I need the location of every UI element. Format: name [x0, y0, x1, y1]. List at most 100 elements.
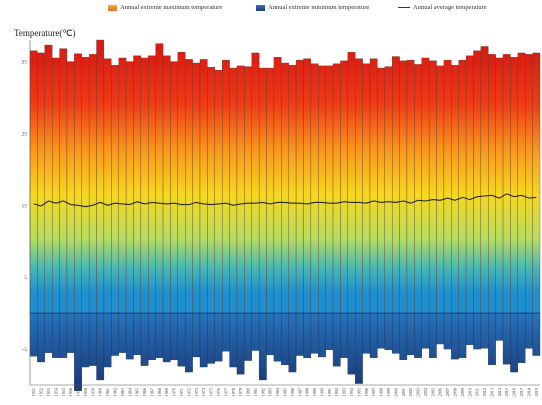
y-tick-label: 35 [22, 60, 28, 66]
min-temperature-bars [29, 312, 541, 391]
x-tick-label: 1986 [290, 388, 295, 396]
max-temp-bar [118, 57, 127, 314]
max-temp-bar [421, 57, 430, 314]
min-temp-bar [51, 312, 60, 358]
min-temp-bar [281, 312, 289, 366]
min-temp-bar [59, 312, 68, 358]
x-tick-label: 1979 [238, 388, 243, 396]
x-tick-label: 2004 [423, 387, 428, 396]
max-temp-bar [391, 56, 400, 314]
min-temp-bar [465, 312, 474, 345]
min-temp-bar [251, 312, 260, 351]
max-temp-bar [258, 67, 267, 314]
min-temp-bar [244, 312, 252, 361]
max-temp-bar [318, 65, 326, 314]
x-tick-label: 2009 [460, 388, 465, 396]
x-tick-label: 1985 [283, 388, 288, 396]
y-tick-label: 25 [22, 131, 28, 137]
min-temp-bar [473, 312, 482, 350]
max-temp-bar [88, 54, 97, 314]
max-temp-bar [148, 55, 156, 314]
x-tick-label: 1991 [327, 388, 332, 396]
x-tick-label: 2001 [401, 388, 406, 396]
y-axis-title: Temperature(℃) [14, 28, 76, 38]
x-tick-label: 1958 [83, 388, 88, 396]
max-temp-bar [369, 58, 378, 314]
x-tick-label: 1952 [39, 388, 44, 396]
min-temp-bar [199, 312, 208, 368]
min-temp-bar [399, 312, 408, 361]
max-temp-bar [66, 61, 75, 314]
x-tick-label: 1954 [53, 387, 58, 396]
max-temp-bar [81, 57, 90, 314]
max-temp-bar [495, 57, 504, 314]
max-temp-bar [473, 50, 482, 314]
max-temp-bar [436, 65, 445, 314]
min-temp-bar [177, 312, 186, 367]
x-tick-label: 2008 [453, 388, 458, 396]
x-tick-label: 2005 [430, 388, 435, 396]
x-tick-label: 1972 [186, 388, 191, 396]
x-tick-label: 2007 [445, 388, 450, 396]
x-tick-label: 1961 [105, 388, 110, 396]
min-temp-bar [362, 312, 371, 354]
max-temp-bar [185, 59, 193, 314]
x-tick-label: 2000 [393, 388, 398, 396]
x-tick-label: 1975 [209, 388, 214, 396]
max-temp-bar [465, 55, 474, 314]
max-temp-bar [29, 50, 38, 314]
x-tick-label: 1988 [305, 388, 310, 396]
legend-swatch-max [108, 4, 117, 11]
x-tick-label: 1955 [61, 388, 66, 396]
min-temp-bar [111, 312, 119, 356]
x-tick-label: 1978 [231, 388, 236, 396]
x-tick-label: 2017 [519, 388, 524, 396]
x-tick-label: 2018 [526, 388, 531, 396]
max-temp-bar [525, 54, 533, 314]
max-temp-bar [162, 55, 171, 314]
x-tick-label: 1965 [135, 388, 140, 396]
min-temp-bar [502, 312, 511, 365]
min-temp-bar [266, 312, 275, 355]
max-temp-bar [96, 39, 105, 314]
min-temp-bar [88, 312, 97, 366]
min-temp-bar [207, 312, 215, 364]
max-temp-bar [295, 59, 304, 314]
max-temp-bar [488, 54, 496, 314]
x-tick-label: 1981 [253, 388, 258, 396]
x-tick-label: 1996 [364, 388, 369, 396]
max-temp-bar [236, 65, 245, 314]
max-temp-bar [244, 66, 252, 314]
x-tick-label: 1959 [90, 388, 95, 396]
min-temp-bar [369, 312, 378, 358]
min-temp-bar [125, 312, 134, 360]
min-temp-bar [525, 312, 533, 349]
x-tick-label: 1990 [319, 388, 324, 396]
x-tick-label: 2002 [408, 388, 413, 396]
max-temp-bar [355, 58, 363, 314]
max-temp-bar [155, 43, 164, 314]
x-tick-label: 2014 [497, 387, 502, 396]
min-temp-bar [406, 312, 415, 355]
x-tick-label: 1989 [312, 388, 317, 396]
min-temp-bar [273, 312, 282, 362]
max-temp-bar [281, 62, 289, 314]
min-temp-bar [377, 312, 385, 349]
max-temp-bar [273, 57, 282, 314]
legend-item-max: Annual extreme maximum temperature [108, 4, 222, 11]
x-tick-label: 1962 [113, 388, 118, 396]
min-temp-bar [391, 312, 400, 354]
x-tick-label: 1971 [179, 388, 184, 396]
x-tick-label: 1951 [31, 388, 36, 396]
max-temp-bar [221, 59, 230, 314]
min-temp-bar [221, 312, 230, 352]
x-tick-label: 2006 [438, 388, 443, 396]
max-temp-bar [251, 52, 260, 314]
legend-label-max: Annual extreme maximum temperature [120, 4, 223, 11]
x-tick-label: 1956 [68, 388, 73, 396]
legend-swatch-avg [398, 7, 410, 8]
min-temp-bar [155, 312, 164, 358]
x-tick-label: 1973 [194, 388, 199, 396]
min-temp-bar [29, 312, 38, 357]
max-temp-bar [325, 65, 334, 314]
